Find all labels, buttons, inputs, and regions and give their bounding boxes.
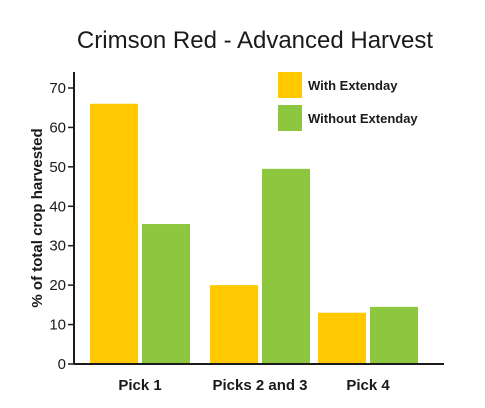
bar-0-1 (142, 224, 190, 364)
y-axis-ticks: 0 10 20 30 40 50 60 70 (49, 80, 74, 373)
legend-label-without-extenday: Without Extenday (308, 111, 418, 126)
x-axis-labels: Pick 1 Picks 2 and 3 Pick 4 (118, 377, 390, 394)
y-axis-label: % of total crop harvested (29, 128, 46, 307)
bar-2-1 (370, 306, 418, 364)
bar-0-0 (90, 103, 138, 365)
y-tick-label-0: 0 (58, 356, 66, 373)
x-tick-label-1: Picks 2 and 3 (212, 377, 307, 394)
y-tick-label-2: 20 (49, 277, 66, 294)
y-tick-label-1: 10 (49, 317, 66, 334)
legend: With Extenday Without Extenday (278, 72, 418, 131)
bars (90, 103, 418, 365)
bar-1-1 (262, 168, 310, 364)
bar-2-0 (318, 312, 366, 364)
y-tick-label-7: 70 (49, 80, 66, 97)
x-tick-label-2: Pick 4 (346, 377, 390, 394)
bar-1-0 (210, 285, 258, 364)
legend-label-with-extenday: With Extenday (308, 78, 398, 93)
x-tick-label-0: Pick 1 (118, 377, 161, 394)
chart-title: Crimson Red - Advanced Harvest (77, 27, 433, 54)
y-tick-label-3: 30 (49, 238, 66, 255)
legend-swatch-without-extenday (278, 105, 302, 131)
y-tick-label-6: 60 (49, 119, 66, 136)
y-tick-label-5: 50 (49, 159, 66, 176)
legend-swatch-with-extenday (278, 72, 302, 98)
y-tick-label-4: 40 (49, 198, 66, 215)
